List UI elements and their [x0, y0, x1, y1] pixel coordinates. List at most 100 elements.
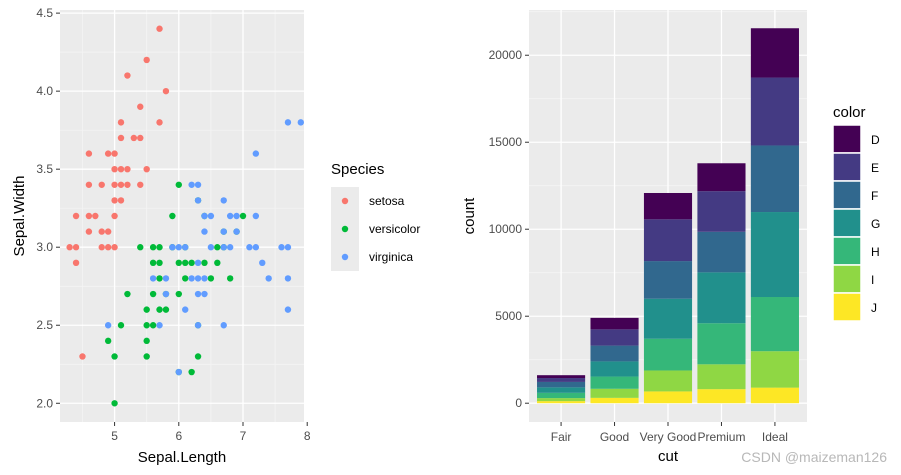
species-legend-label-setosa: setosa	[369, 194, 405, 208]
scatter-point-setosa	[104, 244, 112, 251]
scatter-point-versicolor	[156, 306, 163, 313]
bar-y-tick-label: 0	[515, 396, 522, 410]
scatter-point-setosa	[98, 181, 105, 188]
species-legend-label-versicolor: versicolor	[369, 222, 420, 236]
scatter-point-setosa	[156, 25, 163, 32]
bar-x-axis-title: cut	[658, 448, 679, 465]
bar-segment-very-good-H	[643, 338, 693, 371]
bar-segment-ideal-H	[750, 297, 799, 352]
bar-x-tick-label: Good	[600, 430, 629, 444]
scatter-point-virginica	[278, 244, 285, 251]
scatter-point-setosa	[143, 165, 150, 173]
scatter-point-virginica	[201, 212, 208, 220]
species-legend-label-virginica: virginica	[369, 250, 413, 264]
scatter-point-setosa	[124, 72, 131, 79]
scatter-point-virginica	[226, 244, 234, 251]
scatter-point-versicolor	[149, 290, 157, 298]
scatter-point-versicolor	[201, 259, 208, 267]
bar-segment-very-good-D	[643, 192, 693, 220]
scatter-point-virginica	[194, 290, 202, 298]
scatter-point-virginica	[220, 197, 227, 204]
scatter-point-virginica	[201, 275, 208, 282]
scatter-x-tick-label: 5	[111, 429, 118, 443]
scatter-point-versicolor	[194, 353, 202, 360]
bar-segment-premium-G	[697, 272, 746, 324]
scatter-point-setosa	[117, 197, 125, 204]
bar-segment-fair-E	[537, 378, 586, 382]
bar-segment-very-good-J	[643, 391, 693, 404]
species-legend: Species setosa versicolor virginica	[331, 161, 420, 271]
bar-y-tick-label: 15000	[489, 135, 523, 149]
scatter-point-versicolor	[214, 244, 221, 251]
scatter-point-versicolor	[143, 322, 150, 329]
scatter-point-setosa	[104, 150, 112, 157]
scatter-point-virginica	[169, 244, 176, 251]
scatter-point-setosa	[130, 134, 138, 142]
scatter-point-versicolor	[124, 290, 131, 298]
scatter-x-tick-label: 8	[304, 429, 311, 443]
bar-y-tick-label: 5000	[495, 309, 522, 323]
bar-segment-premium-D	[697, 163, 746, 192]
bar-segments	[537, 28, 799, 404]
scatter-point-versicolor	[175, 259, 182, 267]
color-legend-swatch-F	[832, 180, 862, 210]
species-legend-swatch-setosa	[341, 197, 349, 205]
scatter-point-versicolor	[162, 306, 170, 313]
scatter-point-setosa	[124, 165, 131, 173]
color-legend-label-G: G	[871, 217, 880, 231]
scatter-y-axis: 2.0 2.5 3.0 3.5 4.0 4.5	[36, 6, 60, 410]
scatter-point-virginica	[194, 275, 202, 282]
watermark-text: CSDN @maizeman126	[741, 449, 887, 465]
scatter-point-virginica	[188, 181, 195, 188]
bar-y-axis-title: count	[461, 197, 478, 235]
scatter-point-virginica	[284, 244, 292, 251]
color-legend-label-F: F	[871, 189, 878, 203]
scatter-point-versicolor	[239, 212, 247, 220]
bar-segment-premium-E	[697, 191, 746, 232]
bar-y-tick-label: 20000	[489, 48, 523, 62]
scatter-point-versicolor	[111, 353, 118, 360]
scatter-point-versicolor	[104, 337, 112, 345]
scatter-point-virginica	[284, 275, 292, 282]
bar-segment-good-F	[590, 345, 639, 362]
scatter-x-axis: 5 6 7 8	[111, 422, 311, 443]
bar-segment-premium-F	[697, 231, 746, 273]
color-legend-title: color	[833, 104, 866, 121]
bar-x-axis: Fair Good Very Good Premium Ideal	[551, 422, 788, 444]
bar-x-tick-label: Ideal	[762, 430, 788, 444]
color-legend-swatch-E	[832, 152, 862, 182]
scatter-point-setosa	[162, 87, 170, 95]
bar-segment-very-good-G	[643, 298, 693, 339]
scatter-point-versicolor	[117, 322, 125, 329]
scatter-point-virginica	[188, 275, 195, 282]
scatter-point-versicolor	[169, 212, 176, 220]
scatter-point-setosa	[85, 212, 93, 220]
species-legend-swatch-virginica	[341, 253, 349, 261]
bar-x-tick-label: Very Good	[640, 430, 697, 444]
scatter-point-virginica	[201, 228, 208, 235]
scatter-point-virginica	[104, 322, 112, 329]
bar-segment-premium-H	[697, 323, 746, 365]
color-legend-swatch-I	[832, 264, 862, 294]
scatter-x-tick-label: 6	[175, 429, 182, 443]
bar-x-tick-label: Premium	[697, 430, 745, 444]
bar-segment-ideal-E	[750, 77, 799, 146]
scatter-y-tick-label: 2.0	[36, 396, 53, 410]
color-legend-swatch-G	[832, 208, 862, 238]
scatter-point-versicolor	[143, 337, 150, 345]
scatter-point-setosa	[124, 181, 131, 188]
scatter-point-versicolor	[188, 259, 195, 267]
scatter-point-virginica	[265, 275, 272, 282]
color-legend-label-I: I	[871, 273, 874, 287]
scatter-point-setosa	[117, 165, 125, 173]
scatter-point-versicolor	[156, 259, 163, 267]
species-legend-title: Species	[331, 161, 384, 178]
scatter-point-setosa	[137, 181, 144, 188]
scatter-point-virginica	[194, 181, 202, 188]
scatter-point-virginica	[156, 322, 163, 329]
scatter-point-setosa	[85, 228, 93, 235]
scatter-point-virginica	[233, 228, 240, 235]
scatter-chart: 5 6 7 8 2.0 2.5 3.0 3.5 4.0 4.5 Sepal.Length Sep…	[11, 6, 311, 466]
